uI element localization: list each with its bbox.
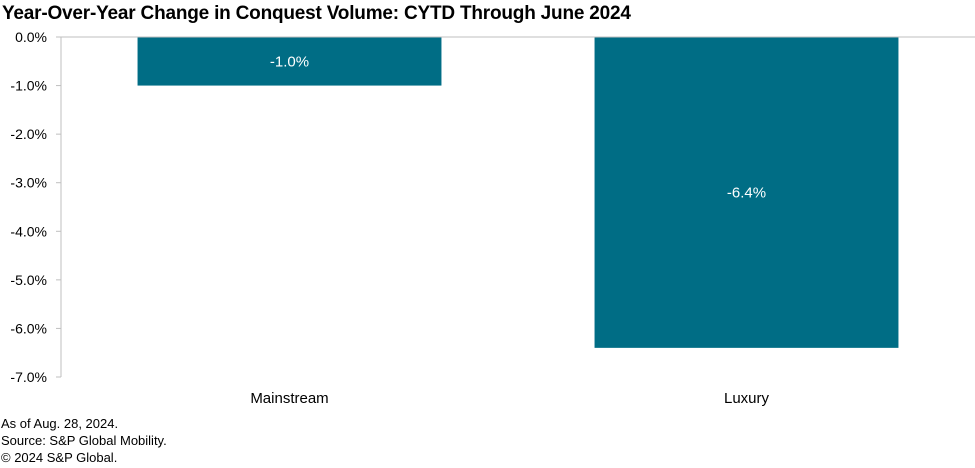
data-label: -6.4% <box>727 184 766 201</box>
y-tick-label: -7.0% <box>10 369 47 385</box>
x-axis: Mainstream Luxury <box>61 36 975 407</box>
y-tick-label: -6.0% <box>10 320 47 336</box>
bar-mainstream <box>137 37 442 86</box>
y-tick-label: -2.0% <box>10 126 47 142</box>
x-tick-label: Mainstream <box>250 390 328 407</box>
note-as-of: As of Aug. 28, 2024. <box>1 416 119 431</box>
y-tick-label: -1.0% <box>10 78 47 94</box>
footnotes: As of Aug. 28, 2024. Source: S&P Global … <box>1 415 167 466</box>
note-copyright: © 2024 S&P Global. <box>1 450 118 465</box>
y-tick-label: -3.0% <box>10 175 47 191</box>
y-tick-label: -4.0% <box>10 223 47 239</box>
note-source: Source: S&P Global Mobility. <box>1 433 167 448</box>
bars-group: -1.0% -6.4% <box>137 37 899 348</box>
bar-luxury <box>594 37 899 348</box>
y-tick-label: -5.0% <box>10 272 47 288</box>
data-label: -1.0% <box>270 53 309 70</box>
y-axis: 0.0% -1.0% -2.0% -3.0% -4.0% -5.0% -6.0% -7.0% <box>10 29 62 385</box>
chart-title: Year-Over-Year Change in Conquest Volume… <box>2 3 631 24</box>
x-tick-label: Luxury <box>724 390 770 407</box>
y-tick-label: 0.0% <box>15 29 47 45</box>
